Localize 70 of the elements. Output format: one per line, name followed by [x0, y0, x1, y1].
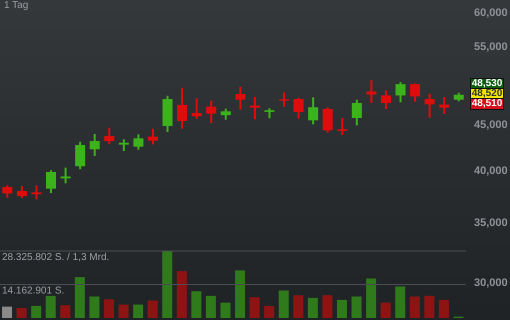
bar — [395, 286, 406, 318]
candlestick — [60, 166, 71, 184]
bar — [352, 296, 362, 318]
candlestick — [250, 96, 260, 120]
candlestick — [380, 90, 391, 110]
y-tick-label: 45,000 — [474, 118, 508, 131]
bar — [410, 296, 420, 318]
y-tick-label: 55,000 — [474, 40, 508, 53]
bar — [148, 300, 158, 318]
bar — [46, 296, 56, 318]
candlestick — [206, 100, 216, 124]
candlestick — [294, 96, 304, 120]
bar — [250, 297, 260, 318]
candlestick — [75, 140, 86, 170]
bar — [74, 277, 85, 318]
candlestick — [16, 185, 27, 200]
candlestick — [235, 86, 246, 111]
bar — [16, 308, 27, 318]
candlestick — [322, 106, 333, 134]
bar — [380, 302, 391, 318]
bar — [60, 305, 70, 318]
bar — [2, 306, 12, 318]
text: 48,510 — [470, 98, 504, 110]
bar — [308, 298, 318, 318]
text: 48,520 — [470, 88, 504, 100]
bar — [133, 304, 144, 318]
candlestick — [46, 169, 56, 194]
candlestick — [337, 116, 348, 136]
bar — [278, 290, 289, 318]
candlestick — [424, 92, 435, 119]
ref-line-label: 28.325.802 S. / 1,3 Mrd. — [2, 252, 110, 264]
bar — [162, 251, 172, 318]
candlestick — [90, 132, 100, 157]
y-tick-label: 35,000 — [474, 216, 508, 229]
candlestick — [439, 96, 450, 116]
candlestick — [352, 98, 362, 126]
candlestick — [148, 128, 158, 146]
bar — [322, 295, 332, 318]
candlestick — [2, 184, 12, 199]
y-tick-label: 60,000 — [474, 7, 508, 20]
candlestick — [220, 108, 231, 121]
bar — [104, 299, 114, 318]
y-tick-label: 30,000 — [474, 276, 508, 289]
y-tick-label: 40,000 — [474, 164, 508, 177]
bar — [438, 300, 449, 318]
candlestick — [366, 79, 376, 104]
candlestick — [177, 86, 188, 130]
bar — [206, 296, 216, 318]
bar — [336, 300, 347, 318]
bar — [89, 296, 100, 318]
bar — [293, 295, 304, 318]
candlestick — [410, 82, 420, 103]
chart-title: 1 Tag — [4, 0, 28, 11]
bar — [264, 306, 274, 318]
candlestick — [192, 97, 202, 120]
candlestick — [396, 81, 406, 104]
bar — [235, 270, 246, 318]
bar — [424, 296, 434, 318]
candlestick — [133, 133, 144, 151]
text: 48,530 — [470, 78, 504, 90]
candlestick — [264, 107, 274, 120]
bar — [118, 304, 129, 318]
bar — [191, 291, 202, 318]
bar — [176, 271, 187, 318]
bar — [220, 302, 230, 318]
ref-line-label: 14.162.901 S. — [2, 286, 64, 297]
candlestick — [104, 126, 114, 146]
bar — [366, 278, 376, 318]
bar — [31, 306, 42, 318]
candlestick — [308, 96, 318, 126]
